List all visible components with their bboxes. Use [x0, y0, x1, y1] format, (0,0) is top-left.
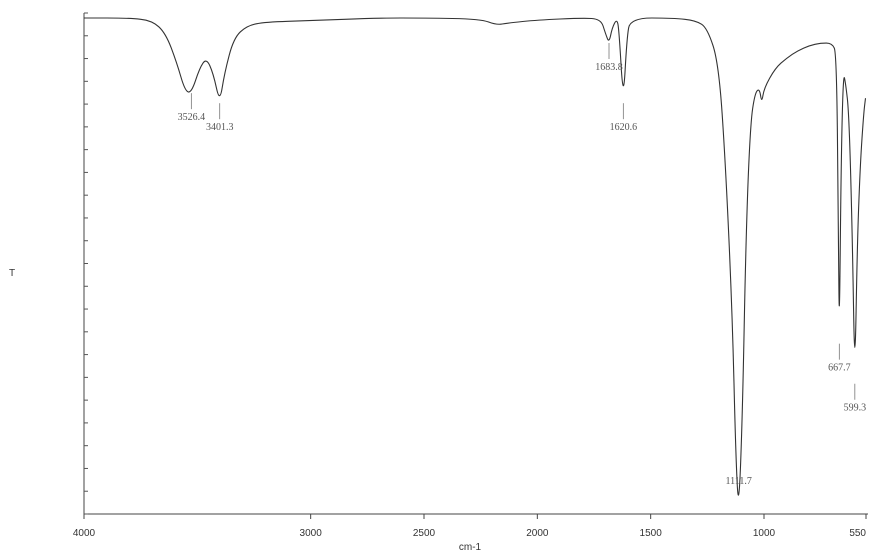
peak-label: 3401.3 — [206, 122, 234, 133]
spectrum-line — [84, 17, 867, 496]
x-tick-label: 1500 — [640, 528, 663, 539]
y-axis-title: T — [9, 268, 15, 279]
peak-label: 1683.8 — [595, 62, 623, 73]
x-tick-label: 550 — [849, 528, 866, 539]
y-axis-ticks — [84, 12, 88, 515]
peak-label: 599.3 — [844, 403, 867, 414]
x-tick-label: 2000 — [526, 528, 549, 539]
peak-label: 667.7 — [828, 363, 851, 374]
x-tick-label: 3000 — [300, 528, 323, 539]
plot-area — [83, 13, 868, 515]
peak-label: 1620.6 — [610, 122, 638, 133]
x-axis-title: cm-1 — [459, 542, 482, 553]
peak-label: 1111.7 — [725, 476, 751, 487]
x-tick-label: 2500 — [413, 528, 436, 539]
x-axis-ticks: 4000 3000 2500 2000 1500 1000 550 — [73, 514, 867, 539]
peak-label: 3526.4 — [178, 112, 206, 123]
x-tick-label: 4000 — [73, 528, 96, 539]
x-tick-label: 1000 — [753, 528, 776, 539]
